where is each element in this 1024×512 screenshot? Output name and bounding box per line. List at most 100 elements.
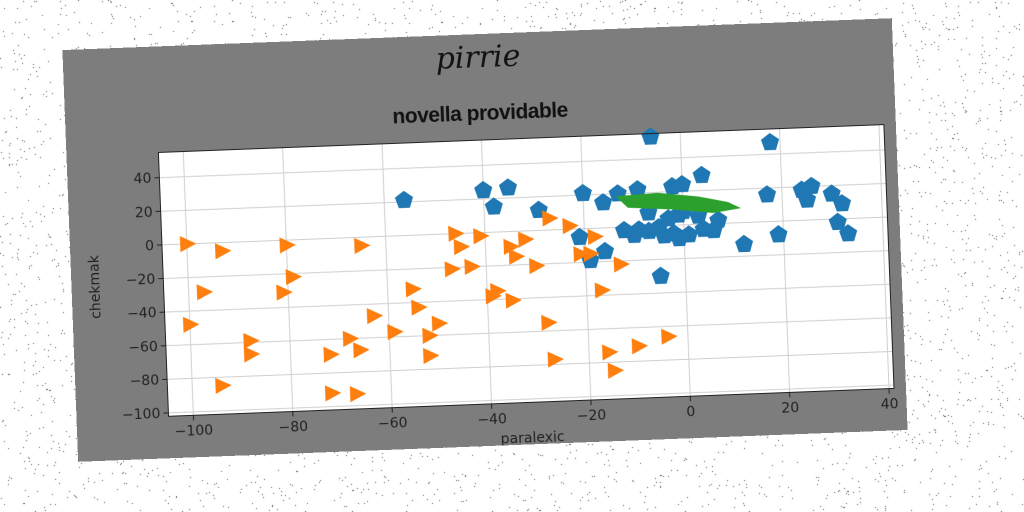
blue-pentagon-point — [757, 185, 777, 203]
orange-triangle-point — [444, 261, 461, 278]
axes-background — [158, 124, 894, 417]
orange-triangle-point — [243, 332, 260, 350]
blue-pentagon-point — [828, 212, 847, 231]
blue-pentagon-point — [673, 174, 692, 193]
y-gridline — [164, 283, 891, 313]
x-axis-label: paralexic — [500, 429, 565, 447]
orange-triangle-point — [505, 292, 522, 309]
orange-triangle-point — [464, 258, 481, 275]
axes-frame — [157, 124, 895, 417]
orange-triangle-point — [422, 347, 440, 365]
orange-triangle-point — [594, 282, 612, 299]
x-gridline — [779, 128, 791, 393]
orange-triangle-point — [613, 256, 631, 273]
y-gridline — [163, 250, 889, 279]
orange-triangle-point — [215, 377, 232, 394]
blue-pentagon-point — [594, 193, 613, 211]
blue-pentagon-point — [692, 165, 711, 184]
orange-triangle-point — [587, 228, 605, 246]
y-tick-label: −80 — [129, 373, 159, 390]
x-tick-label: −40 — [477, 411, 507, 428]
orange-triangle-point — [529, 258, 546, 275]
y-tick-label: −20 — [125, 272, 155, 289]
orange-triangle-point — [422, 327, 439, 344]
orange-triangle-point — [562, 218, 579, 235]
y-gridline — [168, 384, 894, 414]
orange-triangle-point — [196, 284, 214, 301]
orange-triangle-point — [179, 236, 197, 253]
orange-triangle-point — [518, 231, 535, 248]
orange-triangle-point — [285, 269, 303, 286]
orange-triangle-point — [405, 281, 422, 298]
orange-triangle-point — [366, 308, 384, 325]
blue-pentagon-point — [573, 183, 592, 202]
orange-triangle-point — [503, 238, 520, 255]
blue-pentagon-point — [760, 132, 780, 151]
y-gridline — [159, 149, 885, 179]
data-points — [179, 127, 858, 403]
y-gridline — [167, 350, 893, 380]
x-gridline — [182, 151, 194, 416]
orange-triangle-point — [353, 342, 370, 359]
blue-pentagon-point — [735, 234, 754, 253]
y-tick-label: −100 — [122, 406, 161, 423]
orange-triangle-point — [542, 210, 559, 227]
blue-pentagon-point — [570, 227, 589, 246]
scatter-plot: −100 −80 −60 −40 −20 0 20 40 40 20 0 −20 −40 −60 −80 −1… — [86, 124, 899, 448]
blue-pentagon-point — [394, 190, 413, 209]
orange-triangle-point — [411, 299, 428, 316]
axis-ticks: −100 −80 −60 −40 −20 0 20 40 40 20 0 −20 −40 −60 −80 −1… — [122, 171, 899, 440]
blue-pentagon-point — [484, 197, 503, 215]
blue-pentagon-point — [641, 127, 660, 145]
orange-triangle-point — [323, 346, 340, 363]
orange-triangle-point — [602, 344, 619, 361]
x-tick-label: −20 — [576, 407, 606, 424]
x-tick-label: −80 — [278, 419, 308, 436]
orange-triangle-point — [583, 245, 600, 263]
blue-pentagon-point — [802, 176, 821, 195]
orange-triangle-point — [453, 239, 471, 256]
blue-pentagon-point — [769, 225, 788, 243]
blue-pentagon-point — [651, 266, 670, 285]
x-gridline — [381, 143, 393, 408]
x-tick-label: 0 — [686, 404, 696, 420]
green-polygon-shape — [615, 192, 742, 213]
orange-triangle-point — [342, 330, 360, 347]
x-tick-label: 40 — [880, 396, 898, 413]
orange-triangle-point — [573, 246, 590, 263]
blue-pentagon-point — [709, 210, 728, 229]
orange-triangle-point — [243, 346, 261, 363]
y-tick-label: −60 — [128, 339, 158, 356]
y-tick-label: −40 — [127, 305, 157, 322]
orange-triangle-point — [541, 314, 558, 331]
x-tick-label: −60 — [378, 415, 408, 432]
orange-triangle-point — [279, 237, 296, 254]
blue-pentagon-point — [679, 225, 698, 243]
blue-pentagon-point — [595, 241, 615, 260]
orange-triangle-point — [354, 237, 371, 254]
orange-triangle-point — [182, 316, 200, 333]
orange-triangle-point — [387, 324, 404, 341]
x-tick-label: 20 — [781, 400, 799, 417]
orange-triangle-point — [324, 385, 342, 402]
orange-triangle-point — [349, 386, 367, 403]
orange-triangle-point — [547, 351, 564, 368]
blue-pentagon-point — [498, 178, 517, 196]
orange-triangle-point — [473, 228, 490, 245]
x-gridline — [878, 124, 890, 389]
blue-pentagon-point — [474, 180, 493, 199]
blue-pentagon-point — [615, 220, 634, 239]
y-tick-label: 40 — [133, 171, 151, 188]
y-axis-label: chekmak — [86, 254, 104, 319]
orange-triangle-point — [214, 243, 232, 260]
blue-pentagon-point — [797, 190, 817, 208]
y-tick-label: 20 — [135, 205, 153, 222]
orange-triangle-point — [607, 362, 625, 379]
orange-triangle-point — [631, 338, 649, 355]
y-gridline — [165, 317, 892, 347]
blue-pentagon-point — [822, 184, 841, 202]
orange-triangle-point — [276, 284, 293, 301]
blue-pentagon-point — [832, 194, 852, 212]
x-tick-label: −100 — [174, 423, 213, 440]
orange-triangle-point — [508, 248, 526, 265]
